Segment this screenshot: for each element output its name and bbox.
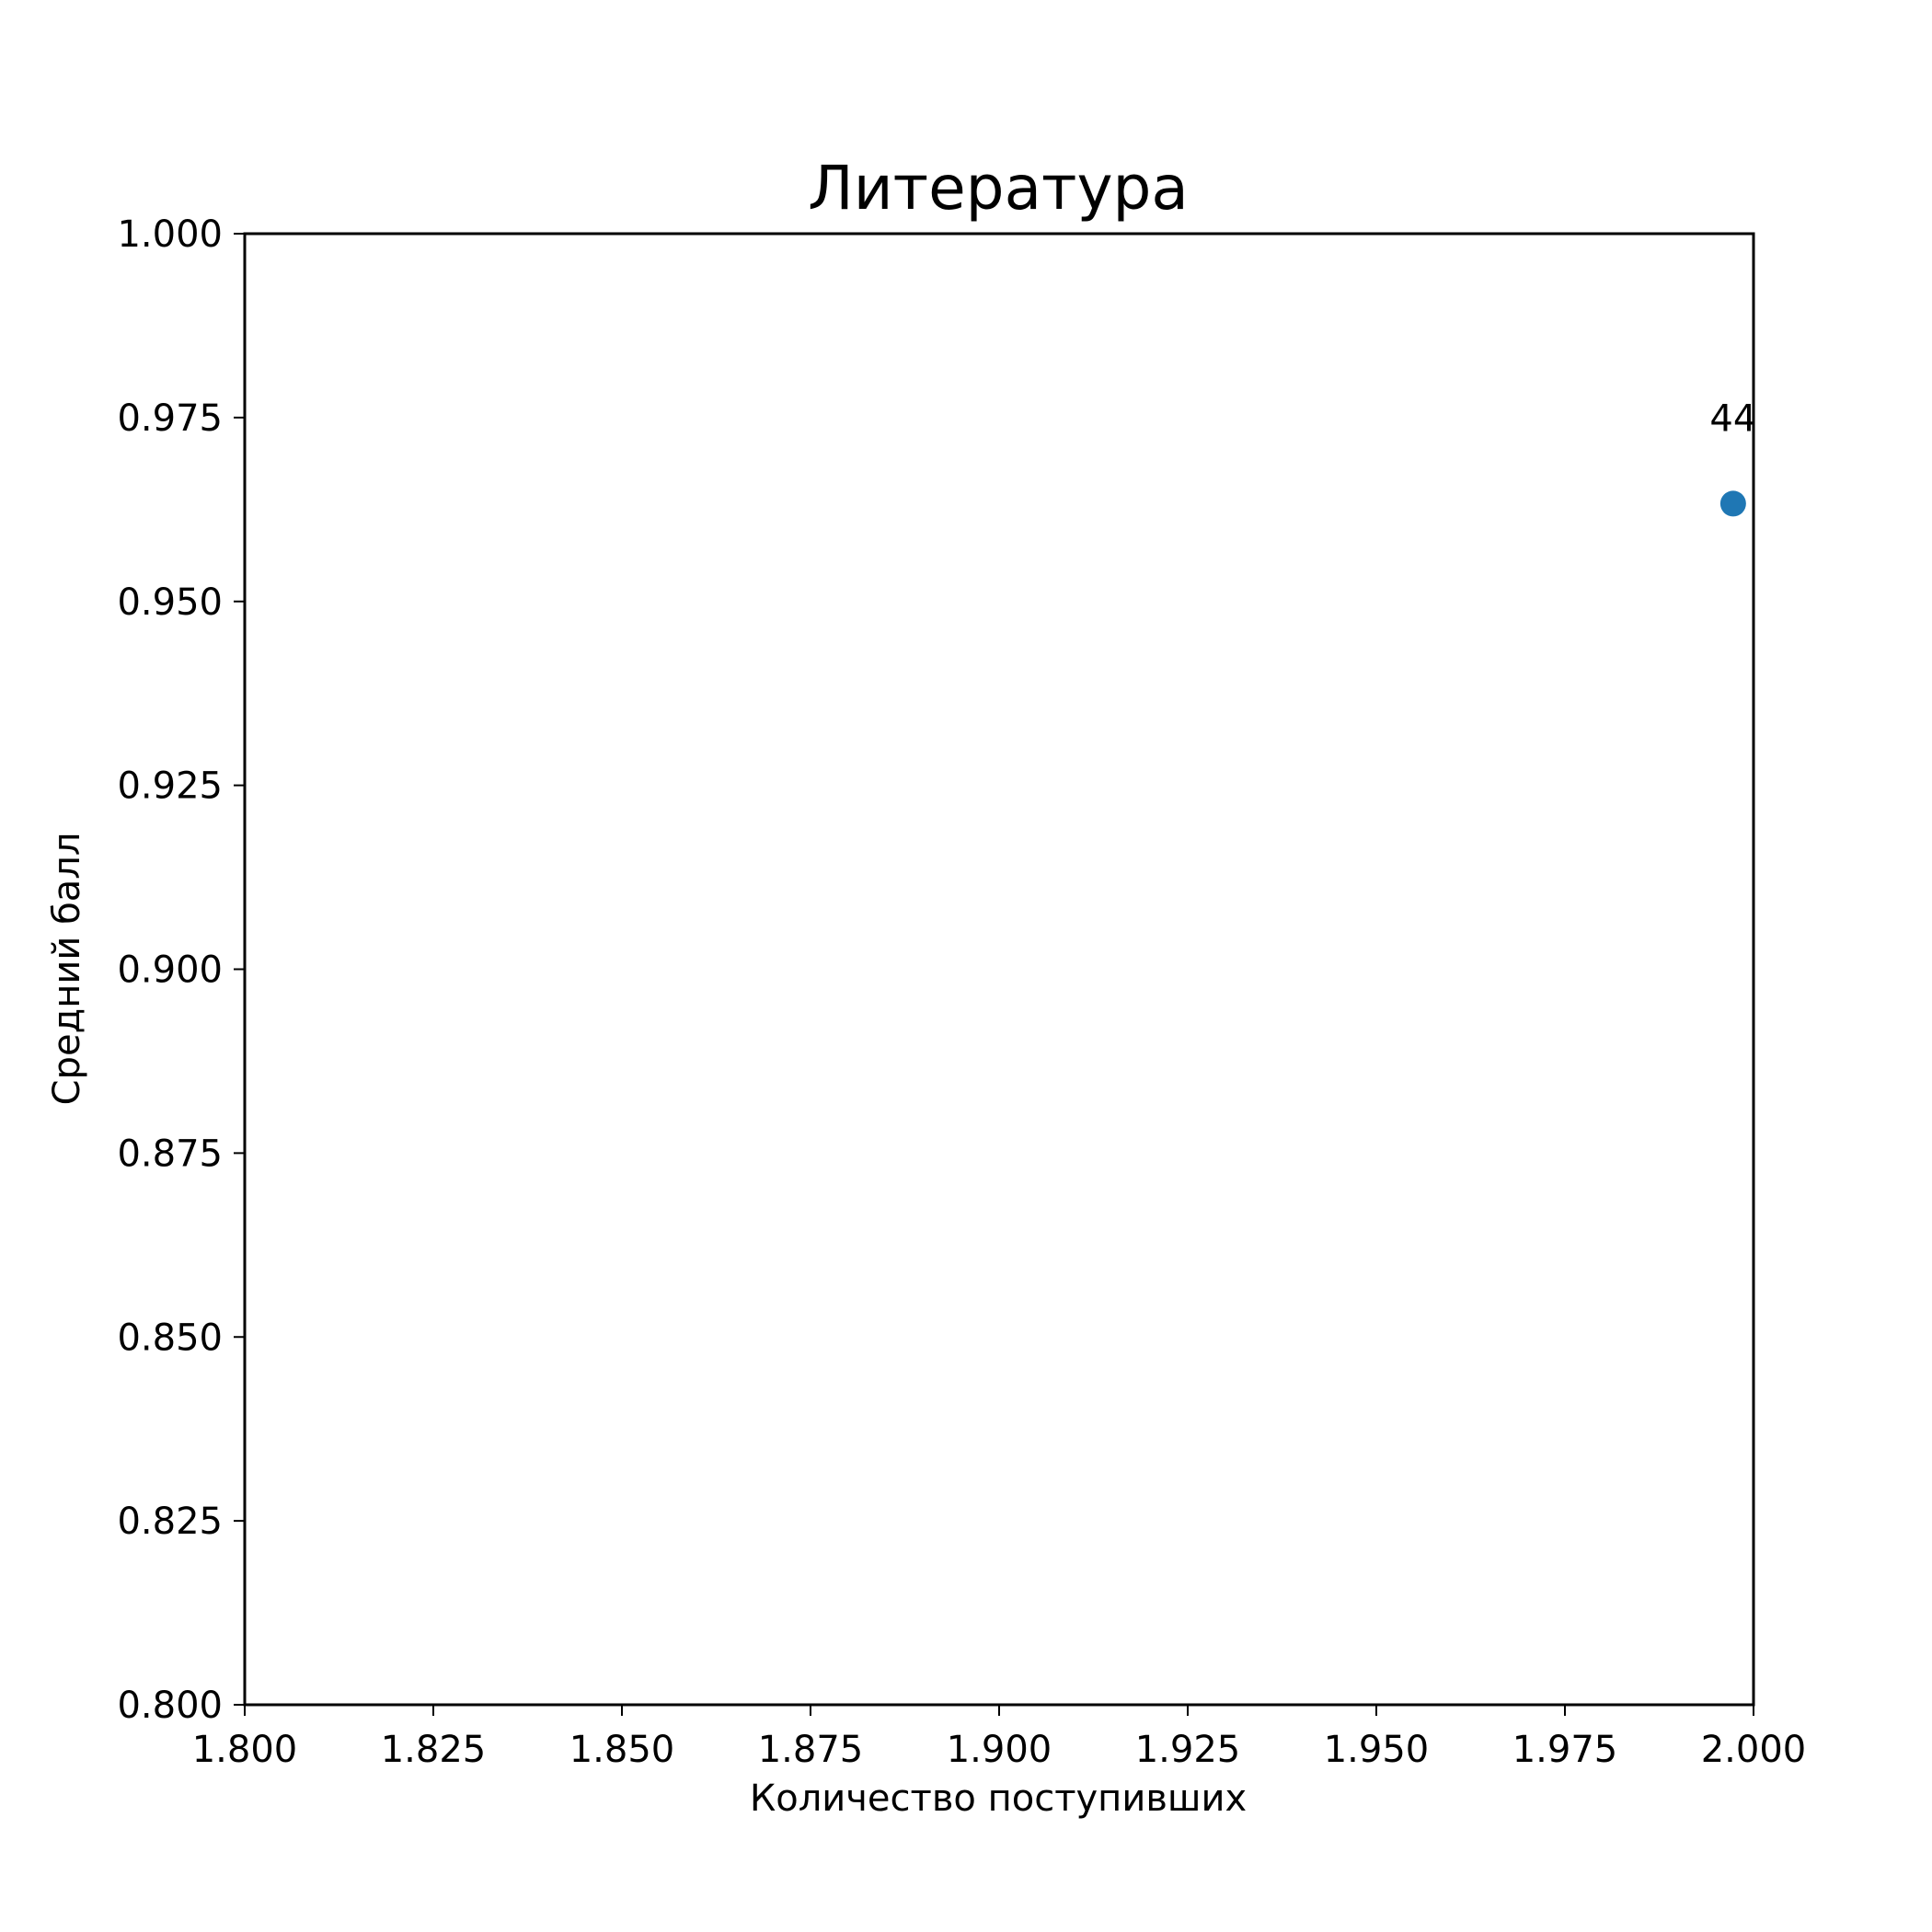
data-points: 44 xyxy=(1709,397,1756,517)
x-tick-label: 1.900 xyxy=(947,1729,1052,1771)
y-tick-label: 0.950 xyxy=(117,581,223,624)
x-tick-label: 1.850 xyxy=(569,1729,675,1771)
y-axis-ticks: 0.800 0.825 0.850 0.875 0.900 0.925 0.950 0.975… xyxy=(117,213,245,1727)
x-tick-label: 2.000 xyxy=(1701,1729,1807,1771)
y-tick-label: 0.925 xyxy=(117,765,223,808)
x-tick-label: 1.925 xyxy=(1135,1729,1241,1771)
y-tick-label: 0.800 xyxy=(117,1685,223,1727)
x-axis-ticks: 1.800 1.825 1.850 1.875 1.900 1.925 1.950 1.975… xyxy=(192,1705,1807,1771)
x-axis-label: Количество поступивших xyxy=(750,1777,1247,1820)
chart-title: Литература xyxy=(808,153,1189,224)
x-tick-label: 1.950 xyxy=(1324,1729,1430,1771)
y-tick-label: 0.875 xyxy=(117,1133,223,1175)
plot-area-frame xyxy=(243,232,1755,1707)
y-axis-label: Средний балл xyxy=(46,833,88,1106)
y-tick-label: 1.000 xyxy=(117,213,223,256)
x-tick-label: 1.825 xyxy=(381,1729,487,1771)
data-point-label: 44 xyxy=(1709,397,1756,440)
y-tick-label: 0.825 xyxy=(117,1501,223,1543)
x-tick-label: 1.875 xyxy=(758,1729,864,1771)
y-tick-label: 0.850 xyxy=(117,1317,223,1359)
data-point xyxy=(1719,490,1746,517)
y-tick-label: 0.975 xyxy=(117,397,223,440)
x-tick-label: 1.800 xyxy=(192,1729,298,1771)
x-tick-label: 1.975 xyxy=(1512,1729,1618,1771)
y-tick-label: 0.900 xyxy=(117,949,223,992)
